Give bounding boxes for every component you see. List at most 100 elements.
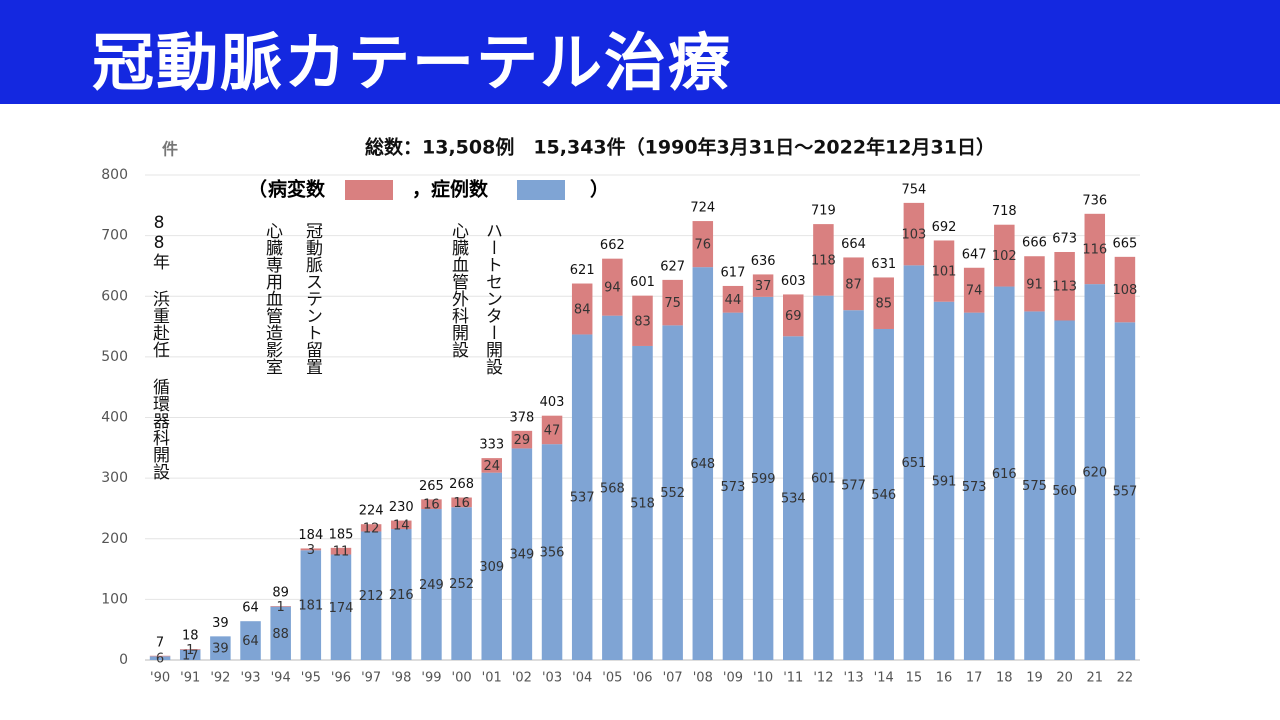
bar-segment: [481, 458, 502, 473]
header: 冠動脈カテーテル治療: [0, 0, 1280, 104]
bar-segment: [933, 240, 955, 302]
data-label: 118: [811, 253, 836, 268]
data-label: 102: [992, 249, 1017, 264]
y-tick-label: 600: [101, 288, 128, 304]
x-tick-label: '98: [391, 671, 411, 686]
total-label: 692: [932, 220, 957, 235]
bar-segment: [179, 649, 201, 650]
total-label: 647: [962, 247, 987, 262]
data-label: 573: [962, 480, 987, 495]
x-tick-label: 20: [1056, 671, 1073, 686]
bar-segment: [752, 274, 774, 297]
bar-segment: [783, 294, 804, 337]
data-label: 1: [277, 600, 285, 615]
data-label: 75: [664, 296, 681, 311]
bar-segment: [330, 547, 352, 555]
bar-segment: [783, 336, 804, 660]
bar-segment: [391, 520, 412, 530]
bar-segment: [994, 286, 1015, 660]
total-label: 627: [660, 259, 685, 274]
x-tick-label: '13: [843, 671, 863, 686]
y-tick-label: 300: [101, 470, 128, 486]
bar-segment: [602, 258, 623, 316]
y-tick-label: 700: [101, 228, 128, 244]
bar-segment: [963, 312, 985, 660]
x-tick-label: '14: [874, 671, 894, 686]
bar-segment: [179, 649, 201, 660]
y-tick-label: 100: [101, 591, 128, 607]
data-label: 74: [966, 284, 983, 299]
data-label: 69: [785, 309, 802, 324]
x-tick-label: '91: [180, 671, 200, 686]
x-tick-label: '04: [572, 671, 592, 686]
data-label: 116: [1082, 242, 1107, 257]
data-label: 87: [845, 277, 862, 292]
total-label: 673: [1052, 231, 1077, 246]
bar-segment: [873, 328, 894, 660]
x-tick-label: 21: [1086, 671, 1103, 686]
total-label: 665: [1113, 236, 1138, 251]
total-label: 184: [298, 528, 323, 543]
data-label: 518: [630, 496, 655, 511]
x-tick-label: '07: [663, 671, 683, 686]
y-axis-label: 件: [162, 140, 178, 159]
data-label: 648: [690, 457, 715, 472]
data-label: 17: [182, 648, 199, 663]
total-label: 378: [509, 410, 534, 425]
bar-segment: [451, 497, 472, 508]
bar-segment: [632, 295, 653, 346]
data-label: 16: [423, 498, 440, 513]
y-tick-label: 400: [101, 410, 128, 426]
bar-segment: [1024, 311, 1045, 660]
total-label: 736: [1082, 193, 1107, 208]
bar-segment: [1054, 251, 1075, 321]
data-label: 568: [600, 481, 625, 496]
x-tick-label: '08: [693, 671, 713, 686]
data-label: 651: [901, 456, 926, 471]
bar-segment: [149, 655, 171, 657]
data-label: 546: [871, 488, 896, 503]
data-label: 47: [544, 423, 561, 438]
x-tick-label: '10: [753, 671, 773, 686]
data-label: 591: [932, 474, 957, 489]
data-label: 309: [479, 560, 504, 575]
bar-segment: [541, 415, 563, 445]
bar-segment: [662, 279, 683, 326]
data-label: 101: [932, 265, 957, 280]
bar-segment: [330, 554, 352, 660]
data-label: 249: [419, 578, 444, 593]
total-label: 18: [182, 629, 199, 644]
bar-segment: [813, 224, 834, 296]
total-label: 664: [841, 237, 866, 252]
data-label: 14: [393, 518, 410, 533]
data-label: 76: [695, 238, 712, 253]
data-label: 11: [333, 545, 350, 560]
total-label: 224: [359, 504, 384, 519]
total-label: 39: [212, 616, 229, 631]
bar-segment: [571, 334, 593, 660]
legend-label: 病変数: [268, 178, 326, 201]
annotation: 心臓専用血管造影室: [262, 222, 282, 375]
data-label: 16: [453, 496, 470, 511]
legend-text: （: [248, 178, 267, 201]
y-tick-label: 500: [101, 349, 128, 365]
x-tick-label: '01: [482, 671, 502, 686]
total-label: 89: [272, 586, 289, 601]
bar-segment: [481, 472, 502, 660]
data-label: 12: [363, 521, 380, 536]
data-label: 94: [604, 281, 621, 296]
bar-segment: [511, 430, 533, 449]
total-label: 265: [419, 479, 444, 494]
data-label: 24: [483, 459, 500, 474]
chart-title: 総数：13,508例 15,343件（1990年3月31日～2022年12月31…: [365, 136, 995, 159]
y-tick-label: 0: [119, 652, 128, 668]
x-tick-label: '12: [813, 671, 833, 686]
total-label: 333: [479, 438, 504, 453]
total-label: 719: [811, 204, 836, 219]
data-label: 212: [359, 589, 384, 604]
data-label: 113: [1052, 280, 1077, 295]
x-tick-label: '11: [783, 671, 803, 686]
total-label: 724: [690, 201, 715, 216]
y-tick-label: 800: [101, 167, 128, 183]
x-tick-label: 19: [1026, 671, 1043, 686]
